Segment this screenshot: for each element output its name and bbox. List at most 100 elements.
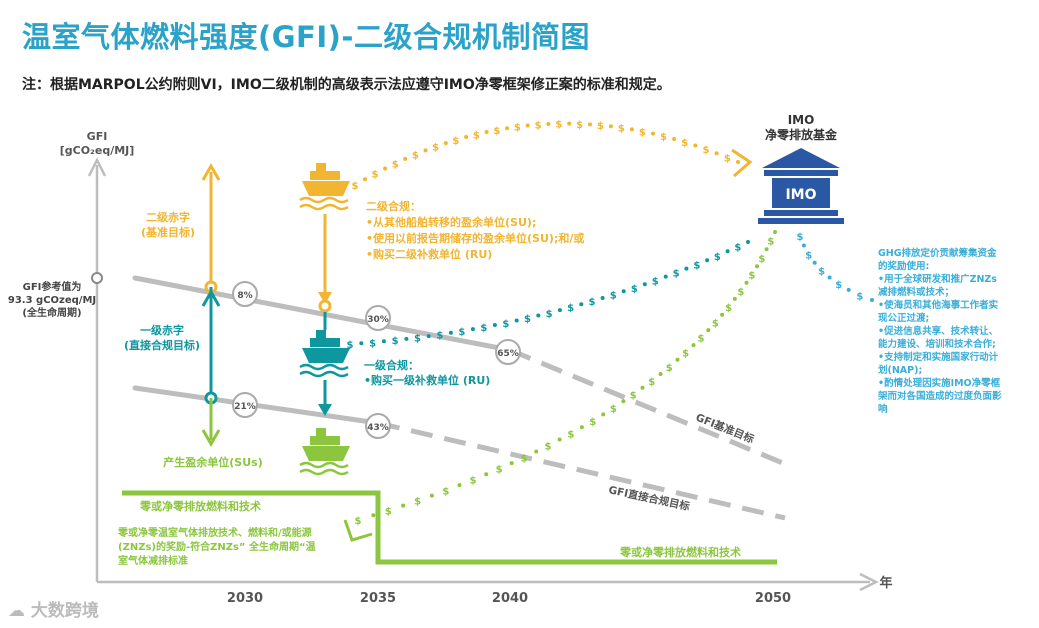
fund-usage-line: •酌情处理因实施IMO净零框	[878, 377, 1001, 389]
trail-dot	[705, 258, 710, 263]
svg-text:30%: 30%	[367, 315, 389, 325]
trail-dot	[525, 123, 530, 128]
tier1-compliance-arrowhead	[318, 404, 332, 416]
trail-dot	[663, 274, 668, 279]
trail-dot	[827, 275, 832, 280]
dollar-icon: $	[555, 120, 562, 131]
trail-dot	[484, 472, 489, 477]
trail-dot	[732, 296, 737, 301]
dollar-icon: $	[805, 250, 812, 261]
trail-dot	[629, 127, 634, 132]
dollar-icon: $	[412, 151, 419, 162]
watermark-icon: ☁	[8, 601, 31, 621]
trail-dot	[484, 130, 489, 134]
imo-building-icon	[758, 148, 844, 224]
trail-dot	[448, 330, 453, 335]
trail-dot	[404, 336, 409, 341]
trail-dot	[509, 461, 514, 466]
tier1-deficit-line2: (直接合规目标)	[124, 338, 200, 352]
trail-dot	[457, 483, 462, 488]
trail-dot	[401, 503, 406, 508]
fund-usage-line: 的奖励使用:	[878, 260, 929, 272]
watermark: ☁ 大数跨境	[8, 601, 99, 621]
tier2-compliance-item-2: •使用以前报告期储存的盈余单位(SU);和/或	[366, 231, 584, 245]
direct-target-line-projected	[377, 420, 786, 521]
dollar-icon: $	[737, 287, 744, 298]
trail-dot	[706, 328, 711, 333]
trail-dot	[579, 302, 584, 307]
dollar-icon: $	[698, 334, 705, 345]
y-axis-arrow	[87, 157, 107, 177]
dollar-icon: $	[352, 181, 359, 192]
dollar-icon: $	[610, 291, 617, 302]
dollar-icon: $	[452, 136, 459, 147]
zne-label-right: 零或净零排放燃料和技术	[619, 545, 741, 559]
fund-usage-line: 划(NAP);	[878, 364, 922, 376]
tier2-deficit-arrow	[201, 162, 221, 294]
dollar-icon: $	[618, 124, 625, 135]
dollar-icon: $	[767, 237, 774, 248]
dollar-icon: $	[589, 417, 596, 428]
dollar-icon: $	[681, 138, 688, 149]
trail-dot	[736, 160, 740, 164]
trail-dot	[640, 385, 645, 390]
x-axis-arrow	[859, 572, 879, 592]
y-axis-label: GFI	[87, 130, 108, 143]
ship-orange-icon	[299, 163, 350, 211]
trail-dot	[714, 151, 719, 156]
dollar-icon: $	[673, 269, 680, 280]
trail-dot	[579, 425, 584, 430]
dollar-icon: $	[682, 349, 689, 360]
orange-dollar-trail: $ $ $ $ $ $ $ $ $ $ $ $ $ $ $ $ $ $ $	[352, 120, 740, 192]
trail-dot	[744, 280, 749, 285]
trail-dot	[363, 177, 367, 182]
trail-dot	[600, 296, 605, 300]
dollar-icon: $	[546, 309, 553, 320]
badge-base-2040: 65%	[495, 339, 521, 365]
trail-dot	[651, 131, 655, 136]
dollar-icon: $	[355, 516, 362, 527]
dollar-icon: $	[652, 276, 659, 287]
fund-usage-line: •促进信息共享、技术转让、	[878, 325, 998, 337]
trail-dot	[546, 122, 551, 126]
dollar-icon: $	[567, 429, 574, 440]
trail-dot	[557, 437, 562, 442]
dollar-icon: $	[758, 254, 765, 265]
reward-text-line1: 零或净零温室气体排放技术、燃料和/或能源	[117, 526, 312, 539]
tier2-compliance-point	[318, 299, 332, 313]
tier2-deficit-line2: (基准目标)	[141, 225, 195, 239]
surplus-label: 产生盈余单位(SUs)	[163, 455, 262, 469]
trail-dot	[429, 493, 434, 498]
trail-dot	[684, 266, 689, 271]
trail-dot	[514, 318, 519, 323]
trail-dot	[672, 137, 677, 141]
trail-dot	[755, 264, 759, 269]
trail-dot	[608, 124, 613, 129]
green-trail-start	[343, 519, 373, 542]
trail-dot	[846, 287, 851, 292]
dollar-icon: $	[630, 391, 637, 402]
dollar-icon: $	[631, 284, 638, 295]
trail-dot	[720, 312, 725, 317]
trail-dot	[492, 323, 497, 327]
fund-usage-line: GHG排放定价贡献筹集资金	[878, 247, 997, 259]
dollar-icon: $	[703, 145, 710, 156]
x-tick-2050: 2050	[755, 591, 791, 606]
dollar-icon: $	[414, 334, 421, 345]
fund-usage-line: 响	[878, 403, 888, 415]
trail-dot	[642, 282, 647, 287]
dollar-icon: $	[725, 303, 732, 314]
reward-text-line3: 室气体减排标准	[118, 554, 188, 567]
trail-dot	[470, 327, 475, 332]
trail-dot	[621, 289, 626, 294]
reference-line1: GFI参考值为	[23, 280, 82, 293]
dollar-icon: $	[589, 297, 596, 308]
dollar-icon: $	[712, 318, 719, 329]
dollar-icon: $	[473, 130, 480, 141]
svg-text:8%: 8%	[237, 291, 252, 301]
dollar-icon: $	[734, 243, 741, 254]
fund-usage-line: •使海员和其他海事工作者实	[878, 299, 999, 311]
trail-dot	[359, 341, 364, 346]
base-target-line	[132, 275, 513, 353]
green-dollar-trail: $$$$$$$$$$$$$$$$$$$$$$	[355, 230, 777, 527]
